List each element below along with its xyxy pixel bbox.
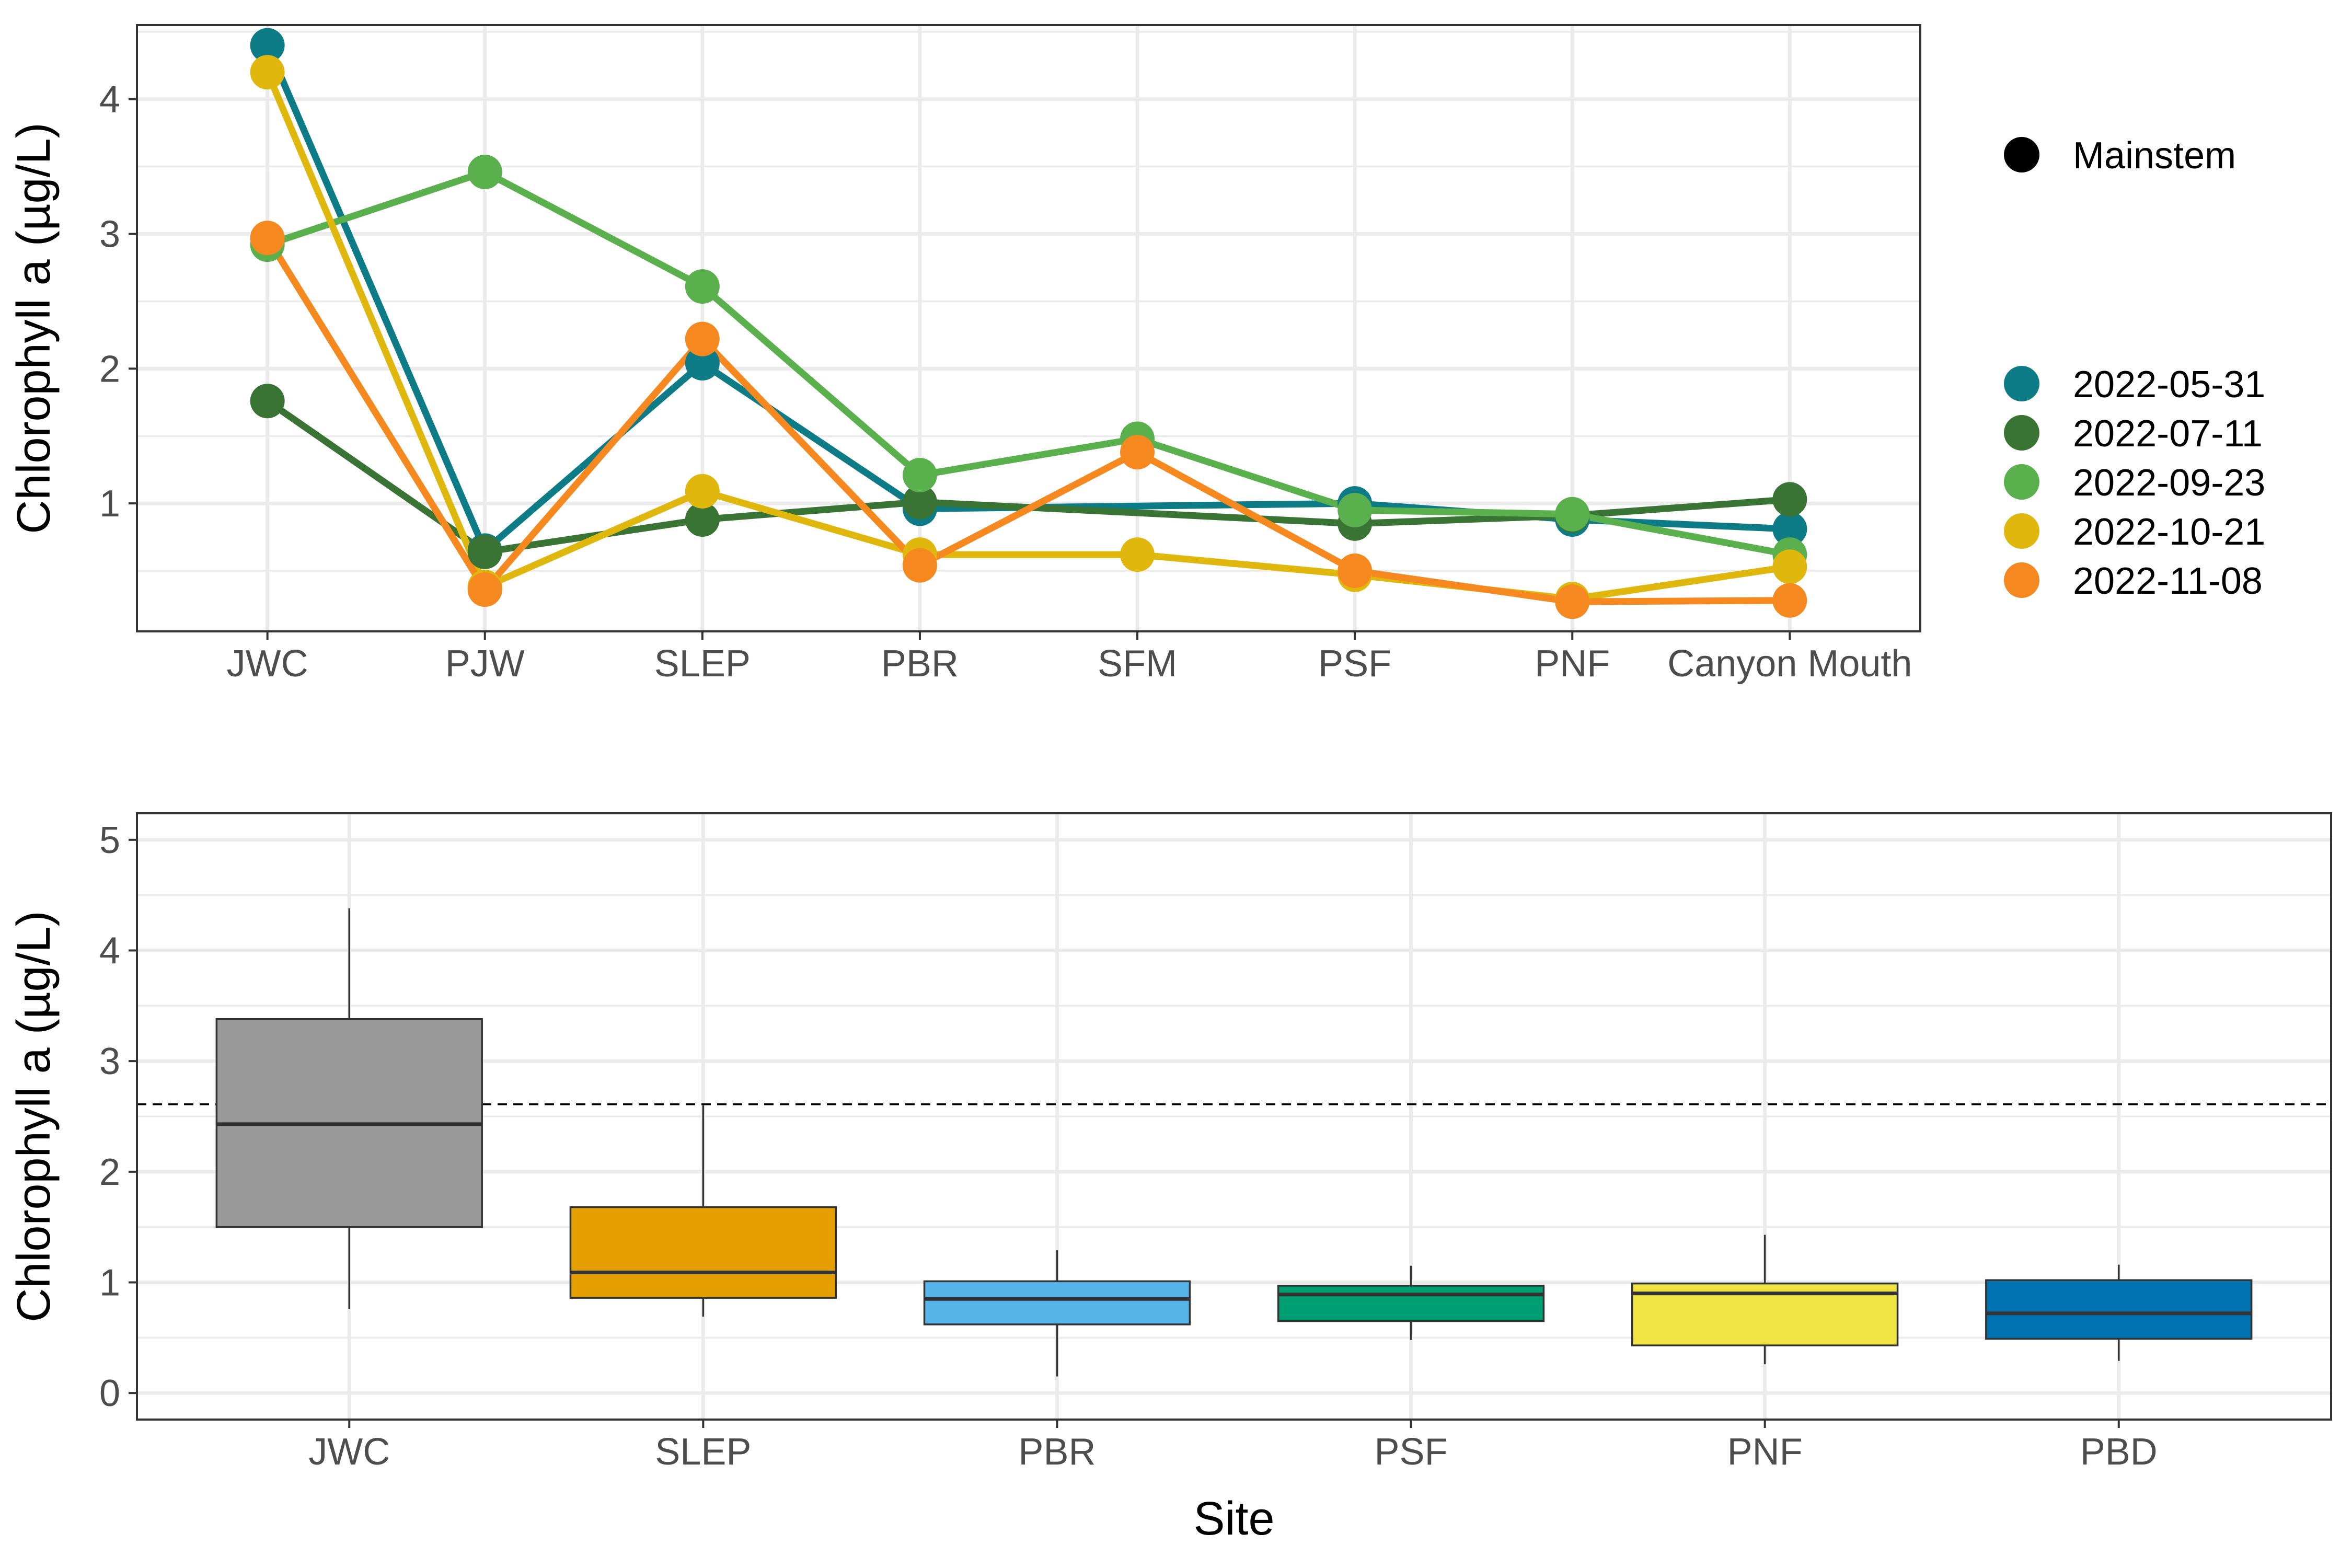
x-tick-label-pjw: PJW: [445, 643, 525, 685]
legend-shape-label: Mainstem: [2073, 135, 2236, 177]
data-point-2022-09-23-pjw: [467, 154, 502, 189]
y-tick-label: 0: [99, 1373, 120, 1414]
box-pbd: [1985, 1264, 2253, 1361]
x-tick-label-pbr: PBR: [881, 643, 959, 685]
iqr-box-pbd: [1985, 1279, 2253, 1340]
y-tick-label: 2: [99, 348, 120, 390]
data-point-2022-11-08-canyon-mouth: [1772, 583, 1807, 618]
x-tick-label-jwc: JWC: [308, 1431, 390, 1473]
x-tick-label-pbd: PBD: [2080, 1431, 2158, 1473]
data-point-2022-11-08-psf: [1338, 554, 1373, 588]
legend-label-2022-10-21: 2022-10-21: [2073, 511, 2265, 553]
data-point-2022-09-23-slep: [685, 269, 720, 304]
data-point-2022-07-11-pjw: [467, 534, 502, 569]
data-point-2022-07-11-jwc: [250, 384, 285, 419]
data-point-2022-09-23-psf: [1338, 493, 1373, 527]
box-plot-border: [136, 812, 2332, 1421]
y-tick-label: 3: [99, 1041, 120, 1082]
x-tick-label-psf: PSF: [1318, 643, 1391, 685]
data-point-2022-10-21-sfm: [1120, 537, 1155, 572]
x-tick-label-pnf: PNF: [1727, 1431, 1803, 1473]
box-pbr: [923, 1250, 1191, 1377]
series-line-2022-11-08: [264, 234, 1793, 605]
x-tick-label-canyon-mouth: Canyon Mouth: [1667, 643, 1912, 685]
box-psf: [1277, 1265, 1545, 1340]
data-point-2022-10-21-jwc: [250, 55, 285, 90]
legend-swatch-2022-11-08: [2004, 562, 2039, 598]
y-tick-label: 1: [99, 483, 120, 525]
data-point-2022-09-23-pnf: [1555, 497, 1590, 532]
legend-swatch-2022-10-21: [2004, 513, 2039, 549]
box-plot-y-axis-label: Chlorophyll a (µg/L): [8, 910, 60, 1322]
box-plot-grid: [137, 813, 2331, 1420]
x-tick-label-psf: PSF: [1375, 1431, 1448, 1473]
legend-shape-swatch: [2004, 137, 2039, 172]
iqr-box-psf: [1277, 1285, 1545, 1322]
legend-label-2022-07-11: 2022-07-11: [2073, 413, 2263, 455]
y-tick-label: 3: [99, 214, 120, 256]
legend-swatch-2022-09-23: [2004, 464, 2039, 500]
y-tick-label: 5: [99, 820, 120, 861]
y-tick-label: 4: [99, 79, 120, 121]
y-tick-label: 4: [99, 930, 120, 972]
legend-swatch-2022-07-11: [2004, 415, 2039, 451]
box-plot-panel: 0 1 2 3 4 5 JWC SLEP PBR PSF PNF PBD Chlorophyll a…: [8, 812, 2332, 1545]
x-tick-label-sfm: SFM: [1098, 643, 1177, 685]
x-tick-label-pnf: PNF: [1535, 643, 1610, 685]
data-point-2022-11-08-jwc: [250, 221, 285, 256]
legend-label-2022-09-23: 2022-09-23: [2073, 462, 2265, 504]
data-point-2022-07-11-canyon-mouth: [1772, 482, 1807, 517]
data-point-2022-09-23-pbr: [902, 457, 937, 492]
line-chart-legend: Mainstem 2022-05-312022-07-112022-09-232…: [2004, 135, 2265, 602]
iqr-box-slep: [569, 1206, 837, 1299]
data-point-2022-11-08-pnf: [1555, 584, 1590, 619]
data-point-2022-11-08-sfm: [1120, 435, 1155, 470]
line-chart-border: [136, 24, 1921, 632]
box-plot-y-ticks: 0 1 2 3 4 5: [99, 820, 137, 1414]
x-tick-label-slep: SLEP: [654, 643, 751, 685]
legend-swatch-2022-05-31: [2004, 366, 2039, 401]
data-point-2022-05-31-jwc: [250, 28, 285, 63]
legend-label-2022-11-08: 2022-11-08: [2073, 560, 2263, 602]
legend-series-list: 2022-05-31 2022-07-11 2022-09-23 2022-10-21…: [2004, 364, 2265, 602]
line-chart-points: [250, 28, 1807, 619]
data-point-2022-11-08-pbr: [902, 548, 937, 583]
data-point-2022-11-08-pjw: [467, 572, 502, 607]
y-tick-label: 1: [99, 1262, 120, 1304]
x-tick-label-jwc: JWC: [227, 643, 308, 685]
line-chart-grid: [137, 25, 1920, 631]
x-tick-label-pbr: PBR: [1018, 1431, 1096, 1473]
box-slep: [569, 1105, 837, 1317]
box-jwc: [215, 908, 483, 1309]
x-tick-label-slep: SLEP: [655, 1431, 751, 1473]
data-point-2022-07-11-pbr: [902, 485, 937, 520]
series-line-2022-09-23: [264, 168, 1793, 558]
data-point-2022-10-21-slep: [685, 474, 720, 509]
legend-label-2022-05-31: 2022-05-31: [2073, 364, 2265, 406]
data-point-2022-05-31-slep: [685, 346, 720, 381]
line-chart-y-ticks: 1 2 3 4: [99, 79, 137, 525]
line-chart-x-ticks: JWC PJW SLEP PBR SFM PSF PNF Canyon Mouth: [227, 631, 1912, 685]
data-point-2022-05-31-canyon-mouth: [1772, 512, 1807, 547]
box-plot-x-axis-label: Site: [1193, 1493, 1274, 1545]
data-point-2022-07-11-slep: [685, 502, 720, 537]
data-point-2022-11-08-slep: [685, 321, 720, 356]
box-plot-boxes: [215, 908, 2253, 1377]
line-chart-y-axis-label: Chlorophyll a (µg/L): [8, 122, 60, 534]
data-point-2022-10-21-canyon-mouth: [1772, 549, 1807, 584]
box-plot-x-ticks: JWC SLEP PBR PSF PNF PBD: [308, 1420, 2158, 1473]
y-tick-label: 2: [99, 1151, 120, 1193]
box-pnf: [1631, 1235, 1899, 1365]
iqr-box-pbr: [923, 1280, 1191, 1325]
